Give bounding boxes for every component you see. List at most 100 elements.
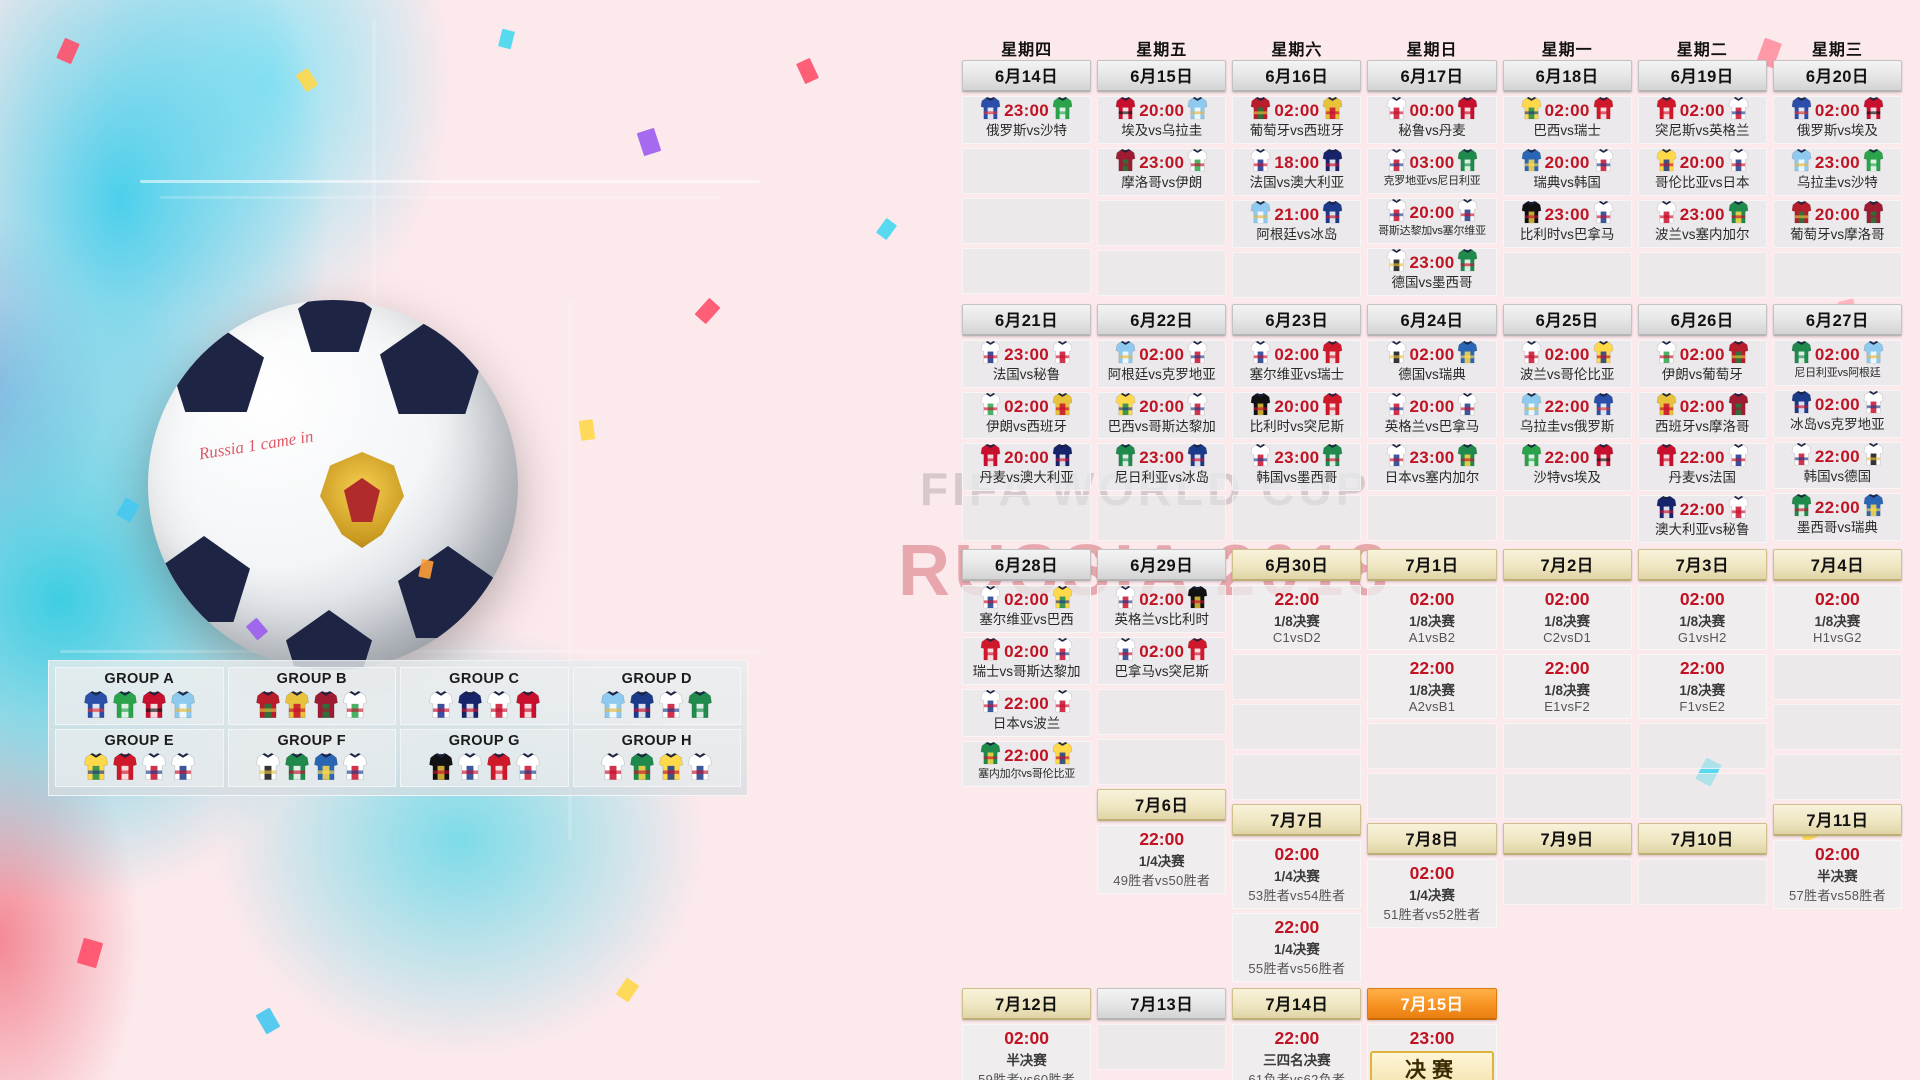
match-card[interactable]: 23:00 俄罗斯vs沙特 [962, 96, 1092, 144]
kit-costa-rica[interactable] [141, 752, 167, 782]
date-chip[interactable]: 6月19日 [1637, 60, 1767, 92]
knockout-match-card[interactable]: 23:00 决赛 [1367, 1024, 1497, 1080]
match-card[interactable]: 02:00 德国vs瑞典 [1367, 339, 1497, 388]
date-chip[interactable]: 7月9日 [1502, 823, 1632, 856]
date-chip[interactable]: 7月15日 [1367, 988, 1497, 1021]
match-card[interactable]: 20:00 瑞典vs韩国 [1502, 147, 1632, 196]
kit-sweden[interactable] [313, 752, 339, 782]
group-card[interactable]: GROUP D [572, 667, 741, 725]
match-card[interactable]: 02:00 英格兰vs比利时 [1097, 585, 1227, 633]
kit-uruguay[interactable] [170, 690, 196, 720]
kit-tunisia[interactable] [486, 752, 512, 782]
match-card[interactable]: 23:00 乌拉圭vs沙特 [1772, 147, 1902, 196]
match-card[interactable]: 20:00 巴西vs哥斯达黎加 [1097, 391, 1227, 440]
kit-denmark[interactable] [515, 690, 541, 720]
kit-portugal[interactable] [255, 690, 281, 720]
kit-serbia[interactable] [170, 752, 196, 782]
match-card[interactable]: 23:00 韩国vs墨西哥 [1232, 443, 1362, 492]
match-card[interactable]: 22:00 沙特vs埃及 [1502, 443, 1632, 492]
knockout-match-card[interactable]: 02:00 1/8决赛 C2vsD1 [1502, 585, 1632, 651]
match-card[interactable]: 23:00 德国vs墨西哥 [1367, 247, 1497, 296]
date-chip[interactable]: 6月22日 [1097, 303, 1227, 336]
date-chip[interactable]: 7月4日 [1772, 549, 1902, 582]
date-chip[interactable]: 7月7日 [1232, 804, 1362, 837]
kit-panama[interactable] [457, 752, 483, 782]
match-card[interactable]: 02:00 塞尔维亚vs瑞士 [1232, 339, 1362, 388]
date-chip[interactable]: 7月2日 [1502, 549, 1632, 582]
group-card[interactable]: GROUP A [55, 667, 224, 725]
kit-egypt[interactable] [141, 690, 167, 720]
match-card[interactable]: 20:00 比利时vs突尼斯 [1232, 391, 1362, 440]
knockout-match-card[interactable]: 22:00 1/8决赛 E1vsF2 [1502, 654, 1632, 720]
match-card[interactable]: 02:00 葡萄牙vs西班牙 [1232, 96, 1362, 144]
kit-morocco[interactable] [313, 690, 339, 720]
date-chip[interactable]: 7月10日 [1637, 823, 1767, 856]
date-chip[interactable]: 7月14日 [1232, 988, 1362, 1021]
date-chip[interactable]: 7月12日 [962, 988, 1092, 1021]
match-card[interactable]: 21:00 阿根廷vs冰岛 [1232, 199, 1362, 248]
match-card[interactable]: 23:00 波兰vs塞内加尔 [1637, 199, 1767, 248]
kit-germany[interactable] [255, 752, 281, 782]
kit-mexico[interactable] [284, 752, 310, 782]
match-card[interactable]: 02:00 突尼斯vs英格兰 [1637, 96, 1767, 144]
match-card[interactable]: 02:00 瑞士vs哥斯达黎加 [962, 637, 1092, 685]
match-card[interactable]: 02:00 巴拿马vs突尼斯 [1097, 637, 1227, 685]
knockout-match-card[interactable]: 22:00 1/4决赛 55胜者vs56胜者 [1232, 913, 1362, 983]
kit-belgium[interactable] [428, 752, 454, 782]
date-chip[interactable]: 6月16日 [1232, 60, 1362, 92]
match-card[interactable]: 02:00 西班牙vs摩洛哥 [1637, 391, 1767, 440]
match-card[interactable]: 02:00 伊朗vs葡萄牙 [1637, 339, 1767, 388]
match-card[interactable]: 02:00 塞尔维亚vs巴西 [962, 585, 1092, 633]
knockout-match-card[interactable]: 02:00 1/8决赛 A1vsB2 [1367, 585, 1497, 651]
match-card[interactable]: 20:00 哥伦比亚vs日本 [1637, 147, 1767, 196]
group-card[interactable]: GROUP C [400, 667, 569, 725]
date-chip[interactable]: 7月6日 [1097, 788, 1227, 821]
match-card[interactable]: 22:00 乌拉圭vs俄罗斯 [1502, 391, 1632, 440]
date-chip[interactable]: 6月27日 [1772, 303, 1902, 336]
match-card[interactable]: 22:00 日本vs波兰 [962, 688, 1092, 737]
group-card[interactable]: GROUP G [400, 729, 569, 787]
match-card[interactable]: 22:00 塞内加尔vs哥伦比亚 [962, 740, 1092, 787]
date-chip[interactable]: 7月13日 [1097, 988, 1227, 1021]
date-chip[interactable]: 6月25日 [1502, 303, 1632, 336]
match-card[interactable]: 20:00 英格兰vs巴拿马 [1367, 391, 1497, 440]
kit-saudi-arabia[interactable] [112, 690, 138, 720]
match-card[interactable]: 20:00 埃及vs乌拉圭 [1097, 96, 1227, 144]
match-card[interactable]: 22:00 澳大利亚vs秘鲁 [1637, 495, 1767, 544]
match-card[interactable]: 22:00 丹麦vs法国 [1637, 443, 1767, 492]
kit-colombia[interactable] [658, 752, 684, 782]
group-card[interactable]: GROUP F [227, 729, 396, 787]
match-card[interactable]: 02:00 冰岛vs克罗地亚 [1772, 389, 1902, 438]
group-card[interactable]: GROUP B [227, 667, 396, 725]
kit-iceland[interactable] [629, 690, 655, 720]
knockout-match-card[interactable]: 02:00 1/4决赛 51胜者vs52胜者 [1367, 859, 1497, 929]
kit-nigeria[interactable] [687, 690, 713, 720]
knockout-match-card[interactable]: 02:00 1/8决赛 H1vsG2 [1772, 585, 1902, 651]
kit-france[interactable] [428, 690, 454, 720]
kit-japan[interactable] [687, 752, 713, 782]
date-chip[interactable]: 6月20日 [1772, 60, 1902, 92]
kit-iran[interactable] [342, 690, 368, 720]
date-chip[interactable]: 7月8日 [1367, 823, 1497, 856]
knockout-match-card[interactable]: 02:00 1/8决赛 G1vsH2 [1637, 585, 1767, 651]
match-card[interactable]: 22:00 韩国vs德国 [1772, 441, 1902, 490]
date-chip[interactable]: 6月24日 [1367, 303, 1497, 336]
date-chip[interactable]: 6月23日 [1232, 303, 1362, 336]
match-card[interactable]: 02:00 阿根廷vs克罗地亚 [1097, 339, 1227, 388]
date-chip[interactable]: 6月17日 [1367, 60, 1497, 92]
match-card[interactable]: 20:00 葡萄牙vs摩洛哥 [1772, 199, 1902, 248]
match-card[interactable]: 00:00 秘鲁vs丹麦 [1367, 96, 1497, 144]
group-card[interactable]: GROUP H [572, 729, 741, 787]
kit-australia[interactable] [457, 690, 483, 720]
match-card[interactable]: 20:00 丹麦vs澳大利亚 [962, 443, 1092, 492]
match-card[interactable]: 23:00 法国vs秘鲁 [962, 339, 1092, 388]
kit-croatia[interactable] [658, 690, 684, 720]
kit-argentina[interactable] [600, 690, 626, 720]
date-chip[interactable]: 7月11日 [1772, 804, 1902, 837]
knockout-match-card[interactable]: 22:00 三四名决赛 61负者vs62负者 [1232, 1024, 1362, 1080]
date-chip[interactable]: 6月29日 [1097, 549, 1227, 582]
knockout-match-card[interactable]: 22:00 1/4决赛 49胜者vs50胜者 [1097, 824, 1227, 894]
match-card[interactable]: 23:00 日本vs塞内加尔 [1367, 443, 1497, 492]
kit-poland[interactable] [600, 752, 626, 782]
knockout-match-card[interactable]: 02:00 1/4决赛 53胜者vs54胜者 [1232, 840, 1362, 910]
